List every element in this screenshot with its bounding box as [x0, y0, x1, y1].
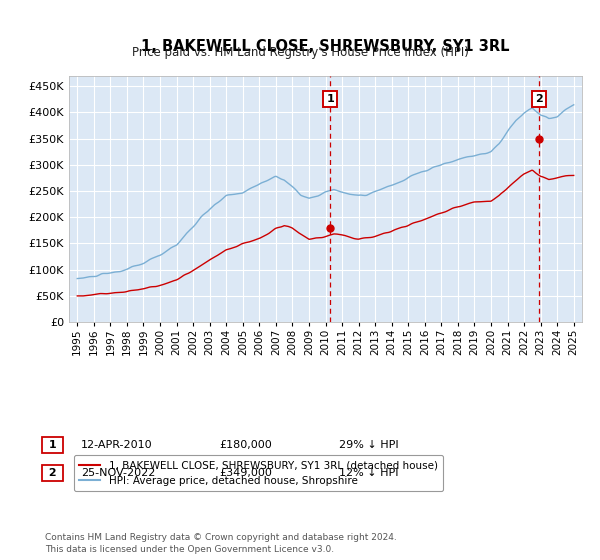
- Text: Contains HM Land Registry data © Crown copyright and database right 2024.
This d: Contains HM Land Registry data © Crown c…: [45, 533, 397, 554]
- Text: 12% ↓ HPI: 12% ↓ HPI: [339, 468, 398, 478]
- Text: 1: 1: [326, 94, 334, 104]
- Text: 25-NOV-2022: 25-NOV-2022: [81, 468, 155, 478]
- Text: £349,000: £349,000: [219, 468, 272, 478]
- Text: 2: 2: [535, 94, 543, 104]
- Text: 29% ↓ HPI: 29% ↓ HPI: [339, 440, 398, 450]
- Text: 1: 1: [45, 440, 61, 450]
- Title: 1, BAKEWELL CLOSE, SHREWSBURY, SY1 3RL: 1, BAKEWELL CLOSE, SHREWSBURY, SY1 3RL: [141, 39, 510, 54]
- Text: 12-APR-2010: 12-APR-2010: [81, 440, 152, 450]
- Text: £180,000: £180,000: [219, 440, 272, 450]
- Text: Price paid vs. HM Land Registry's House Price Index (HPI): Price paid vs. HM Land Registry's House …: [131, 46, 469, 59]
- Legend: 1, BAKEWELL CLOSE, SHREWSBURY, SY1 3RL (detached house), HPI: Average price, det: 1, BAKEWELL CLOSE, SHREWSBURY, SY1 3RL (…: [74, 455, 443, 491]
- Text: 2: 2: [45, 468, 61, 478]
